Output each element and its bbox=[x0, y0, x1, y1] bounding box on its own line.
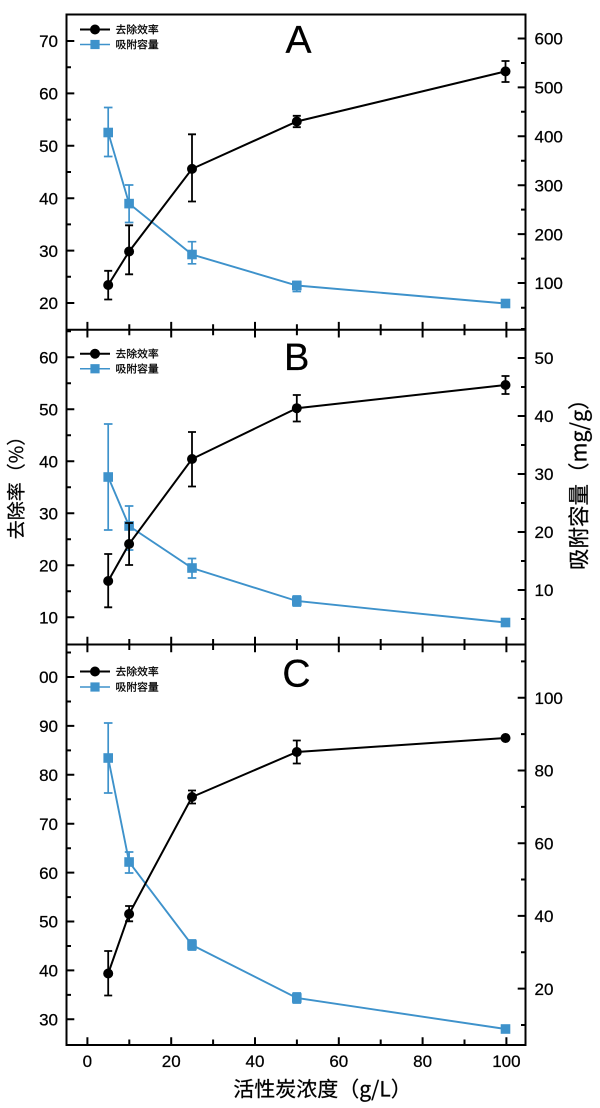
svg-text:500: 500 bbox=[535, 79, 563, 98]
svg-text:60: 60 bbox=[39, 864, 58, 883]
svg-text:600: 600 bbox=[535, 30, 563, 49]
svg-text:40: 40 bbox=[39, 453, 58, 472]
svg-text:40: 40 bbox=[39, 189, 58, 208]
svg-text:50: 50 bbox=[39, 137, 58, 156]
svg-text:40: 40 bbox=[535, 407, 554, 426]
svg-text:60: 60 bbox=[535, 834, 554, 853]
svg-text:100: 100 bbox=[492, 1052, 520, 1071]
svg-text:200: 200 bbox=[535, 225, 563, 244]
svg-text:60: 60 bbox=[329, 1052, 348, 1071]
svg-text:80: 80 bbox=[39, 766, 58, 785]
svg-text:100: 100 bbox=[535, 689, 563, 708]
svg-text:50: 50 bbox=[39, 913, 58, 932]
svg-text:00: 00 bbox=[39, 668, 58, 687]
svg-text:20: 20 bbox=[39, 294, 58, 313]
svg-text:90: 90 bbox=[39, 717, 58, 736]
svg-text:A: A bbox=[285, 19, 311, 62]
svg-text:30: 30 bbox=[39, 505, 58, 524]
svg-text:300: 300 bbox=[535, 176, 563, 195]
svg-text:B: B bbox=[284, 337, 309, 379]
svg-text:30: 30 bbox=[535, 465, 554, 484]
svg-text:20: 20 bbox=[162, 1052, 181, 1071]
svg-text:40: 40 bbox=[39, 962, 58, 981]
svg-text:40: 40 bbox=[535, 907, 554, 926]
svg-text:100: 100 bbox=[535, 274, 563, 293]
svg-text:10: 10 bbox=[535, 581, 554, 600]
svg-text:60: 60 bbox=[39, 85, 58, 104]
svg-text:70: 70 bbox=[39, 815, 58, 834]
svg-text:30: 30 bbox=[39, 1011, 58, 1030]
svg-text:400: 400 bbox=[535, 128, 563, 147]
svg-text:50: 50 bbox=[535, 349, 554, 368]
svg-text:60: 60 bbox=[39, 349, 58, 368]
svg-text:80: 80 bbox=[413, 1052, 432, 1071]
svg-text:40: 40 bbox=[246, 1052, 265, 1071]
svg-text:50: 50 bbox=[39, 401, 58, 420]
svg-text:80: 80 bbox=[535, 762, 554, 781]
svg-text:20: 20 bbox=[535, 980, 554, 999]
svg-text:C: C bbox=[282, 652, 310, 695]
svg-text:10: 10 bbox=[39, 609, 58, 628]
svg-text:70: 70 bbox=[39, 32, 58, 51]
svg-text:0: 0 bbox=[83, 1052, 92, 1071]
svg-text:30: 30 bbox=[39, 242, 58, 261]
svg-text:20: 20 bbox=[535, 523, 554, 542]
svg-text:20: 20 bbox=[39, 557, 58, 576]
